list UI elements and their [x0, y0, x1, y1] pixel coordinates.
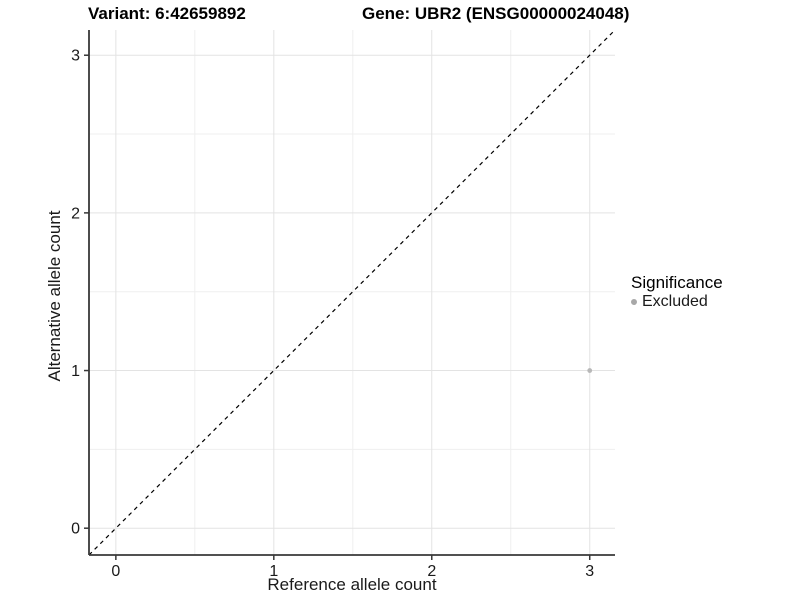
legend-title: Significance — [631, 273, 723, 292]
y-tick-label: 2 — [71, 205, 80, 222]
gene-title: Gene: UBR2 (ENSG00000024048) — [362, 4, 630, 23]
x-tick-label: 1 — [269, 563, 278, 580]
x-tick-label: 0 — [111, 563, 120, 580]
variant-title: Variant: 6:42659892 — [88, 4, 246, 23]
y-axis-title: Alternative allele count — [45, 210, 64, 382]
identity-line — [88, 29, 616, 556]
legend-item-label: Excluded — [642, 293, 708, 310]
y-tick-label: 3 — [71, 48, 80, 65]
legend: Significance Excluded — [631, 273, 723, 311]
x-tick-label: 3 — [585, 563, 594, 580]
legend-point-icon — [631, 298, 637, 305]
x-tick-label: 2 — [427, 563, 436, 580]
y-tick-label: 1 — [71, 363, 80, 380]
y-tick-label: 0 — [71, 521, 80, 538]
data-point — [587, 368, 593, 373]
legend-item-excluded: Excluded — [631, 292, 723, 311]
x-axis-title: Reference allele count — [267, 575, 437, 594]
